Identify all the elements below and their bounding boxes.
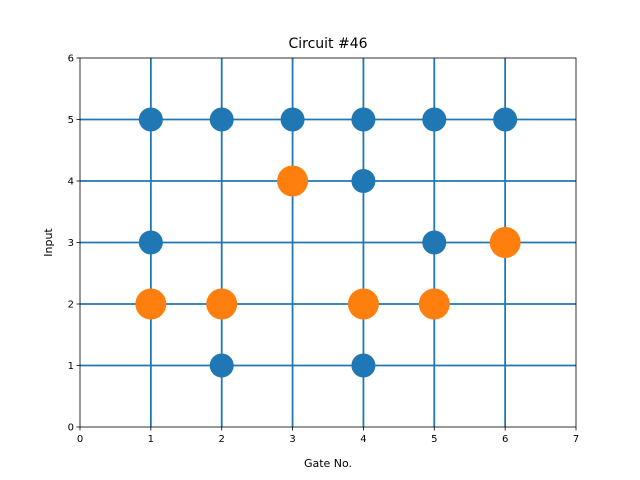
gate-point-s0-5-5 bbox=[422, 108, 446, 132]
gate-point-s0-4-4 bbox=[351, 169, 375, 193]
gate-point-s0-4-5 bbox=[351, 108, 375, 132]
x-tick-label-2: 2 bbox=[219, 434, 225, 445]
gate-point-s1-1-2 bbox=[135, 289, 166, 320]
gate-point-s1-5-2 bbox=[419, 289, 450, 320]
x-tick-label-3: 3 bbox=[289, 434, 295, 445]
y-tick-label-0: 0 bbox=[68, 423, 74, 434]
x-tick-label-0: 0 bbox=[77, 434, 83, 445]
gate-point-s0-2-5 bbox=[210, 108, 234, 132]
gate-point-s1-4-2 bbox=[348, 289, 379, 320]
gate-point-s1-6-3 bbox=[490, 227, 521, 258]
x-tick-label-7: 7 bbox=[573, 434, 579, 445]
gate-point-s0-2-1 bbox=[210, 354, 234, 378]
y-tick-label-4: 4 bbox=[68, 177, 74, 188]
x-axis-label: Gate No. bbox=[304, 457, 352, 470]
y-tick-label-5: 5 bbox=[68, 115, 74, 126]
gate-point-s0-4-1 bbox=[351, 354, 375, 378]
y-tick-label-1: 1 bbox=[68, 361, 74, 372]
chart-title: Circuit #46 bbox=[288, 36, 367, 52]
gate-point-s0-5-3 bbox=[422, 231, 446, 255]
gate-point-s1-3-4 bbox=[277, 166, 308, 197]
gate-point-s1-2-2 bbox=[206, 289, 237, 320]
gate-point-s0-3-5 bbox=[281, 108, 305, 132]
y-axis-ticks: 0 1 2 3 4 5 6 bbox=[68, 54, 80, 434]
x-axis-ticks: 0 1 2 3 4 5 6 7 bbox=[77, 427, 579, 445]
y-axis-label: Input bbox=[42, 228, 55, 257]
gate-point-s0-1-3 bbox=[139, 231, 163, 255]
y-tick-label-2: 2 bbox=[68, 300, 74, 311]
x-tick-label-5: 5 bbox=[431, 434, 437, 445]
gate-point-s0-1-5 bbox=[139, 108, 163, 132]
x-tick-label-4: 4 bbox=[360, 434, 366, 445]
gate-point-s0-6-5 bbox=[493, 108, 517, 132]
x-tick-label-1: 1 bbox=[148, 434, 154, 445]
y-tick-label-6: 6 bbox=[68, 54, 74, 65]
y-tick-label-3: 3 bbox=[68, 238, 74, 249]
x-tick-label-6: 6 bbox=[502, 434, 508, 445]
